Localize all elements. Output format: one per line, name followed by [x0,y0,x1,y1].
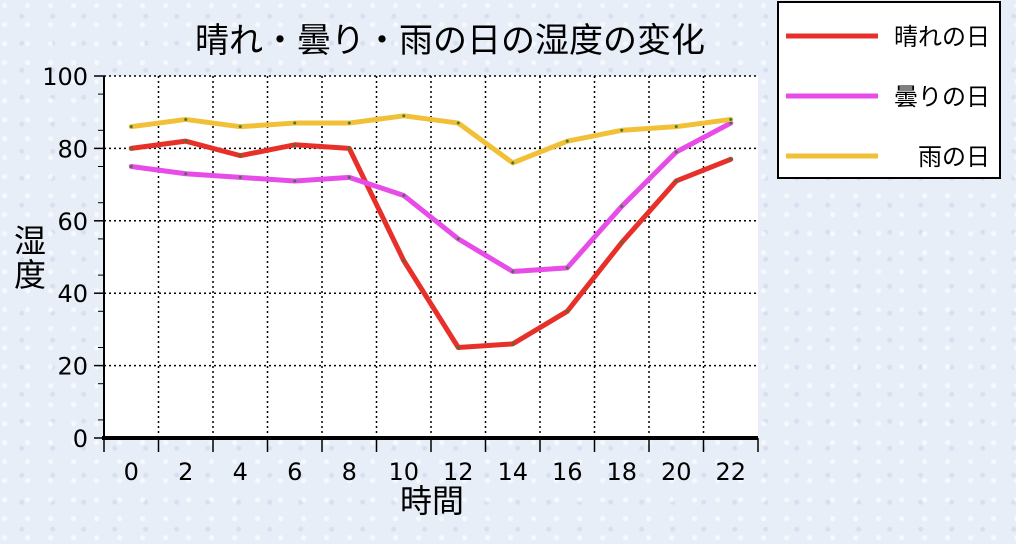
y-axis-label-char: 湿 [14,222,46,260]
data-point [620,241,624,245]
series [128,113,734,350]
data-point [129,146,133,150]
data-point [129,125,133,129]
series-line-2 [128,113,734,166]
y-axis-label-char: 度 [14,256,46,294]
series-line-1 [128,120,734,274]
data-point [729,157,733,161]
y-tick-label: 20 [57,353,88,381]
data-point [129,165,133,168]
x-tick-label: 22 [715,458,746,486]
data-point [565,309,569,313]
data-point [238,175,242,179]
data-point [511,269,515,273]
legend-box [777,1,1001,179]
data-point [511,161,515,165]
data-point [238,154,242,158]
x-tick-label: 2 [178,458,193,486]
data-point [456,121,460,125]
x-tick-label: 6 [287,458,302,486]
data-point [238,125,242,129]
data-point [184,139,188,143]
data-point [402,259,406,263]
y-tick-label: 80 [57,135,88,163]
data-point [620,204,624,208]
data-point [347,175,351,179]
data-point [184,172,188,176]
data-point [347,121,351,125]
x-tick-label: 20 [661,458,692,486]
x-tick-label: 4 [233,458,248,486]
data-point [565,139,569,143]
legend-label: 晴れの日 [894,23,990,51]
y-tick-label: 100 [42,63,88,91]
data-point [456,237,460,241]
x-tick-label: 10 [388,458,419,486]
x-tick-label: 16 [552,458,583,486]
x-tick-label: 12 [443,458,474,486]
data-point [729,117,733,121]
y-tick-label: 0 [73,425,88,453]
data-point [402,114,406,118]
x-tick-label: 8 [342,458,357,486]
x-tick-label: 18 [606,458,637,486]
series-line-0 [128,138,734,350]
data-point [729,121,733,125]
x-axis-label: 時間 [400,482,464,520]
data-point [674,150,678,154]
data-point [620,128,624,132]
data-point [347,146,351,150]
axes: 0 20 40 60 80 100 0 2 4 6 8 10 12 14 16 18 20 22 [42,63,759,486]
y-tick-label: 40 [57,280,88,308]
data-point [674,179,678,183]
legend-label: 曇りの日 [894,83,990,111]
legend-label: 雨の日 [918,143,990,171]
data-point [674,125,678,129]
data-point [456,346,460,349]
data-point [565,266,569,270]
y-axis-label: 湿度 [14,222,46,294]
x-tick-label: 14 [497,458,528,486]
data-point [402,193,406,197]
data-point [511,342,515,346]
data-point [293,121,297,125]
chart-title: 晴れ・曇り・雨の日の湿度の変化 [195,21,705,61]
data-point [184,117,188,121]
data-point [293,143,297,147]
x-tick-label: 0 [124,458,139,486]
y-tick-label: 60 [57,208,88,236]
data-point [293,179,297,183]
